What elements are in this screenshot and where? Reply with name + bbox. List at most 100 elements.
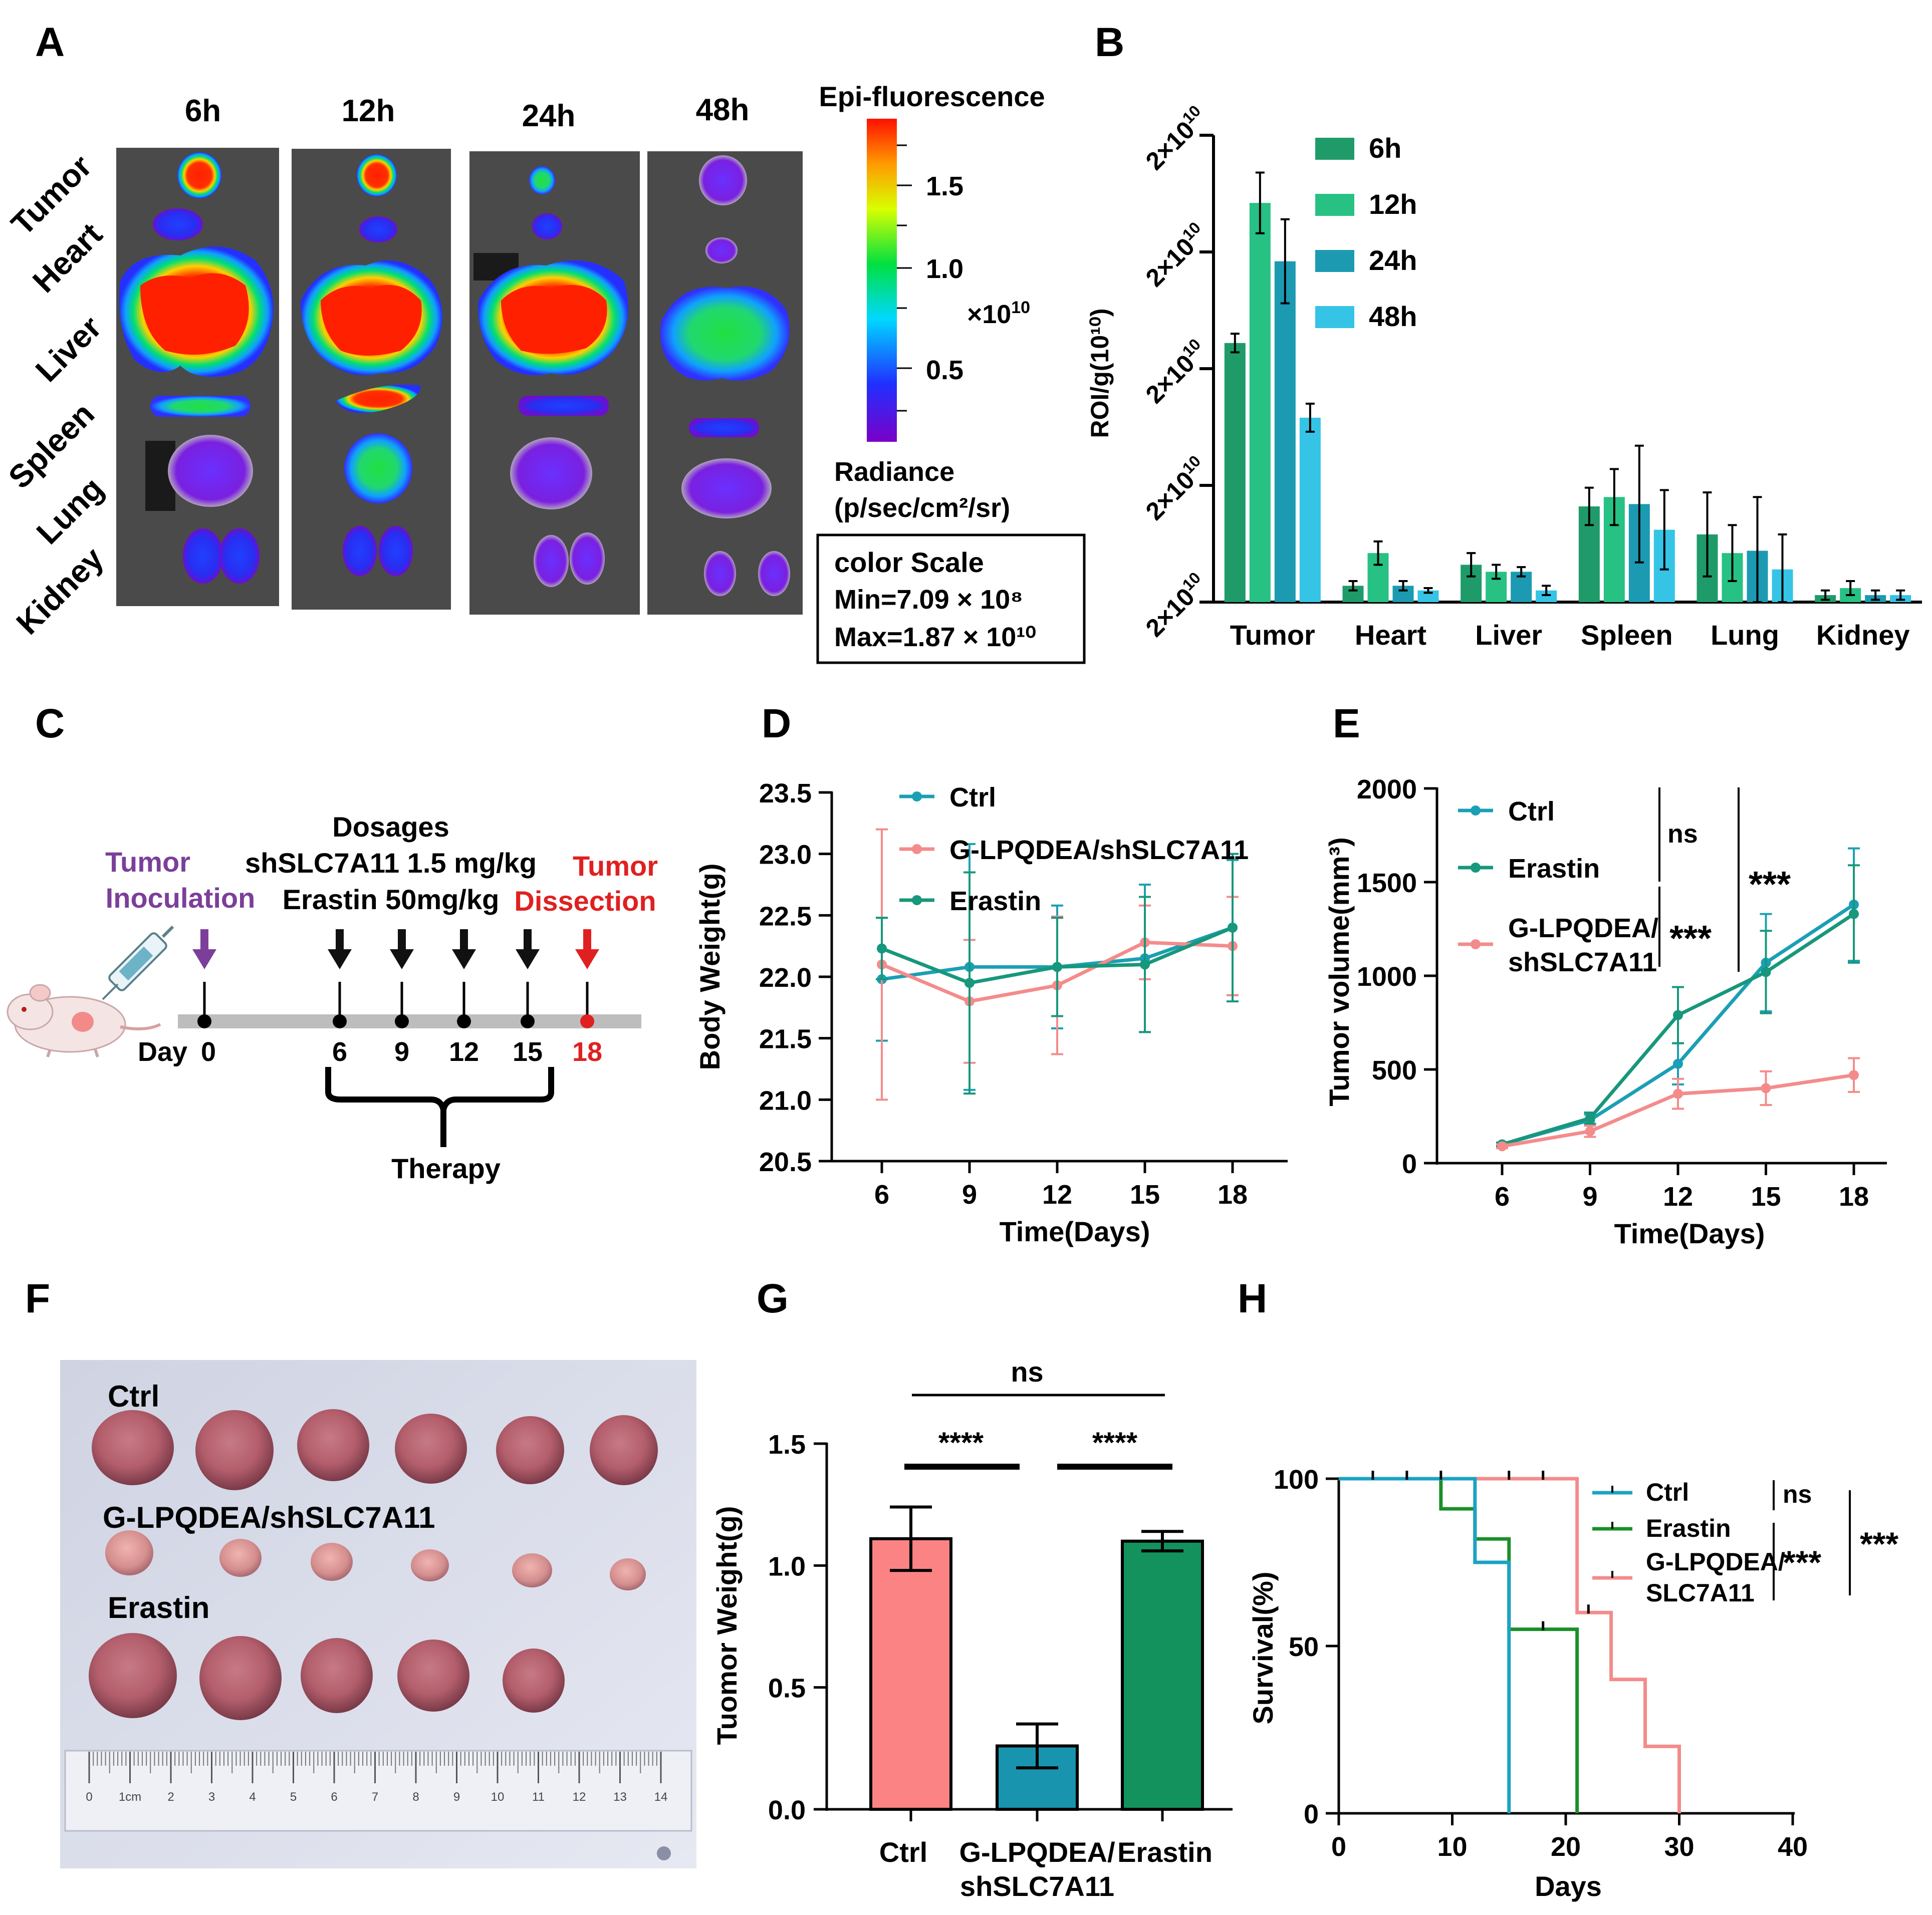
ruler-label: 1cm xyxy=(119,1790,141,1804)
dose-shslc7a11: shSLC7A11 1.5 mg/kg xyxy=(245,847,537,879)
panel-letter-f: F xyxy=(25,1276,50,1321)
x-tick-label: 18 xyxy=(1218,1180,1248,1210)
x-tick-label: 12 xyxy=(1042,1180,1072,1210)
chart-h-legend-label-g-lpqdea-slc7a11: G-LPQDEA/ xyxy=(1646,1548,1785,1576)
organ-kidney-right-24h xyxy=(570,532,605,585)
colorbar-tick-1-0: 1.0 xyxy=(926,254,963,284)
data-point-erastin xyxy=(1673,1010,1683,1020)
legend-label-g-lpqdea-shslc7a11: shSLC7A11 xyxy=(1508,947,1657,977)
ruler-label: 7 xyxy=(372,1790,378,1804)
organ-tumor-24h xyxy=(529,166,555,194)
color-scale-max: Max=1.87 × 10¹⁰ xyxy=(834,622,1036,652)
ruler-label: 8 xyxy=(412,1790,419,1804)
chart-b-x-tick-label-spleen: Spleen xyxy=(1581,619,1673,651)
chart-e-x-label: Time(Days) xyxy=(1614,1218,1765,1249)
organ-tumor-48h xyxy=(699,155,747,205)
colorbar-unit: ×1010 xyxy=(967,298,1030,329)
y-tick-label: 1000 xyxy=(1357,962,1417,992)
legend-label-g-lpqdea-shslc7a11: G-LPQDEA/ xyxy=(1508,913,1658,943)
chart-b-bar-tumor-12h xyxy=(1249,203,1271,602)
tumor-ctrl-6 xyxy=(590,1415,658,1485)
x-tick-label: 6 xyxy=(874,1180,889,1210)
chart-g-annotation-ns: ns xyxy=(1011,1356,1043,1388)
chart-b-bar-heart-48h xyxy=(1417,590,1439,602)
ruler: 0 1cm 2 3 4 5 6 7 8 9 10 11 12 13 14 xyxy=(64,1750,692,1832)
dose-arrow-icon xyxy=(328,949,352,969)
timeline-day-label-18: 18 xyxy=(572,1037,602,1067)
organ-lung-24h xyxy=(510,437,592,509)
y-tick-label: 21.5 xyxy=(759,1024,812,1054)
chart-h-legend-label-ctrl: Ctrl xyxy=(1646,1478,1689,1506)
chart-g-y-tick-label: 1.5 xyxy=(768,1430,806,1460)
chart-g-annotation-stars-2: **** xyxy=(1092,1427,1138,1459)
tumor-treated-5 xyxy=(512,1553,552,1587)
syringe-icon xyxy=(102,925,174,1000)
photo-label-ctrl: Ctrl xyxy=(108,1380,159,1413)
tumor-treated-3 xyxy=(311,1543,353,1581)
panel-letter-h: H xyxy=(1238,1276,1267,1321)
chart-h-annotation-stars-1: *** xyxy=(1783,1544,1821,1581)
chart-h-curve-erastin xyxy=(1339,1477,1579,1813)
ivis-image-12h xyxy=(292,149,451,610)
chart-h-x-tick-label: 10 xyxy=(1437,1832,1467,1862)
y-tick-label: 23.5 xyxy=(759,778,812,808)
chart-g-y-label: Tuomor Weight(g) xyxy=(711,1506,743,1745)
color-scale-box xyxy=(816,533,1086,664)
data-point-g-lpqdea-shslc7a11 xyxy=(1761,1083,1771,1093)
data-point-ctrl xyxy=(1673,1058,1683,1069)
x-tick-label: 12 xyxy=(1663,1182,1693,1212)
chart-b-legend-label-48h: 48h xyxy=(1369,301,1417,332)
organ-heart-12h xyxy=(359,216,397,242)
chart-d-x-label: Time(Days) xyxy=(1000,1216,1150,1247)
y-tick-label: 21.0 xyxy=(759,1085,812,1116)
panel-f-photo: Ctrl G-LPQDEA/shSLC7A11 Erastin xyxy=(60,1360,696,1868)
legend-label-ctrl: Ctrl xyxy=(949,782,996,812)
chart-h-x-tick-label: 30 xyxy=(1664,1832,1694,1862)
chart-h-legend-label-erastin: Erastin xyxy=(1646,1514,1731,1542)
y-tick-label: 500 xyxy=(1372,1055,1417,1085)
chart-b-legend-swatch-48h xyxy=(1315,306,1354,328)
chart-h-curve-ctrl xyxy=(1339,1477,1511,1813)
colorbar-tick-0-5: 0.5 xyxy=(926,355,963,385)
dissection-arrow-icon xyxy=(575,949,599,969)
legend-marker xyxy=(1471,939,1481,949)
inoculation-arrow-icon xyxy=(192,949,216,969)
tumor-erastin-5 xyxy=(503,1649,565,1713)
chart-h-x-tick-label: 0 xyxy=(1331,1832,1346,1862)
color-scale-title: color Scale xyxy=(834,546,984,578)
chart-e-annotation-ns: ns xyxy=(1667,819,1698,849)
chart-h-curve-g-lpqdea-slc7a11 xyxy=(1339,1477,1681,1813)
organ-label-kidney: Kidney xyxy=(10,540,111,641)
x-tick-label: 15 xyxy=(1130,1180,1160,1210)
dose-arrow-shaft xyxy=(524,929,532,954)
chart-g-x-tick-label-g-lpqdea-shslc7a11: G-LPQDEA/ xyxy=(959,1836,1115,1868)
tumor-row-ctrl xyxy=(92,1409,658,1490)
timeline-bar xyxy=(178,1014,641,1028)
chart-g-y-tick-label: 1.0 xyxy=(768,1551,806,1581)
panel-letter-b: B xyxy=(1095,20,1124,65)
legend-label-erastin: Erastin xyxy=(1508,854,1600,884)
ruler-label: 5 xyxy=(290,1790,297,1804)
chart-h-y-tick-label: 50 xyxy=(1289,1632,1319,1662)
chart-h-legend-label-g-lpqdea-slc7a11: SLC7A11 xyxy=(1646,1579,1755,1607)
chart-b-x-tick-label-heart: Heart xyxy=(1355,619,1426,651)
dose-arrow-icon xyxy=(390,949,414,969)
chart-h-annotation-ns: ns xyxy=(1783,1480,1812,1508)
radiance-unit: (p/sec/cm²/sr) xyxy=(834,493,1010,523)
chart-e: Time(Days) Tumor volume(mm³) ns *** *** … xyxy=(1323,774,1887,1249)
organ-kidney-left-48h xyxy=(704,551,736,596)
ivis-image-6h xyxy=(116,148,279,606)
chart-b-x-tick-label-kidney: Kidney xyxy=(1816,619,1910,651)
dose-arrow-shaft xyxy=(583,929,591,954)
legend-marker xyxy=(912,791,922,801)
timeline-day-label-6: 6 xyxy=(332,1037,347,1067)
panel-letter-e: E xyxy=(1333,701,1360,746)
data-point-erastin xyxy=(1052,962,1062,972)
dissection-label-1: Tumor xyxy=(573,850,658,882)
data-point-erastin xyxy=(1228,922,1238,933)
chart-g-x-tick-label-erastin: Erastin xyxy=(1117,1836,1213,1868)
tumor-treated-2 xyxy=(219,1539,262,1577)
organ-tumor-6h xyxy=(177,152,221,198)
data-point-g-lpqdea-shslc7a11 xyxy=(1585,1126,1595,1137)
